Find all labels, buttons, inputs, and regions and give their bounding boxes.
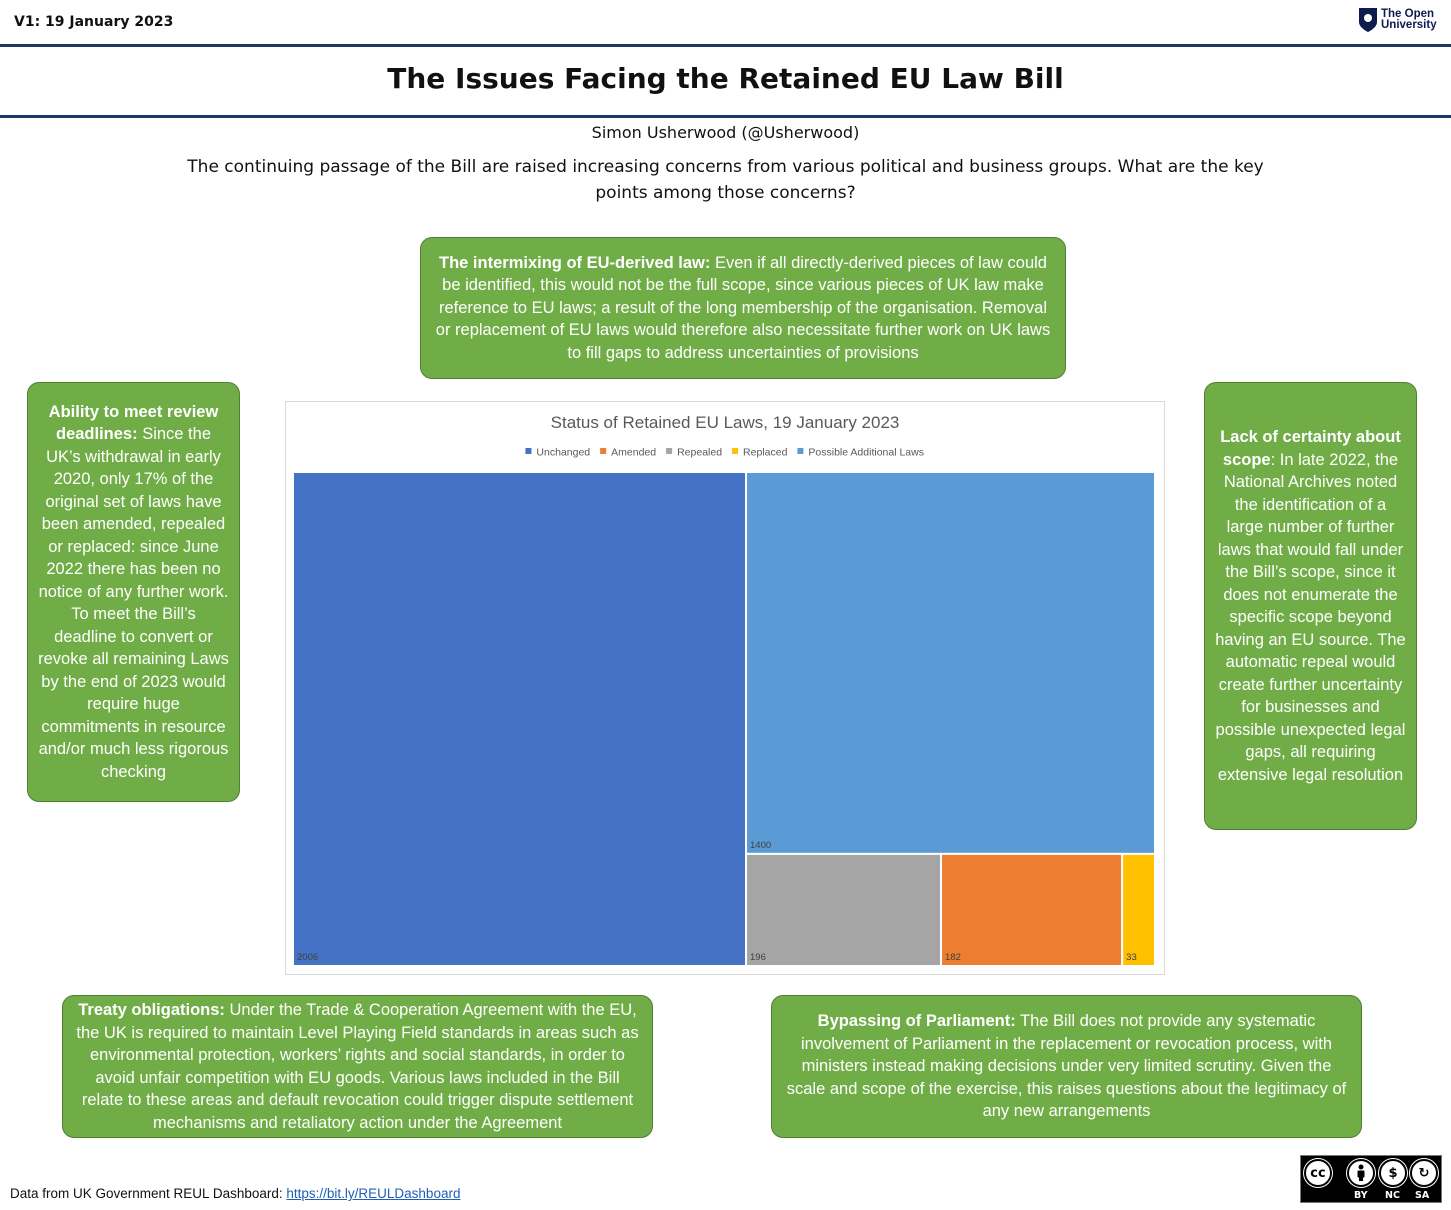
treemap-tile-4 xyxy=(745,471,1156,855)
box-treaty-body: Under the Trade & Cooperation Agreement … xyxy=(76,1001,639,1132)
sharealike-icon: ↻ xyxy=(1410,1159,1438,1187)
treemap-tile-0 xyxy=(292,471,748,967)
legend-swatch-1 xyxy=(600,448,607,454)
legend-swatch-4 xyxy=(797,448,804,454)
box-parliament-body: The Bill does not provide any systematic… xyxy=(786,1012,1347,1121)
cc-nc-label: NC xyxy=(1385,1190,1400,1201)
treemap-tile-1 xyxy=(940,852,1124,967)
box-treaty: Treaty obligations: Under the Trade & Co… xyxy=(62,995,653,1138)
box-intermixing-body: Even if all directly-derived pieces of l… xyxy=(435,253,1051,362)
legend-label-2: Repealed xyxy=(677,447,722,459)
top-rule xyxy=(0,44,1451,47)
source-link[interactable]: https://bit.ly/REULDashboard xyxy=(286,1186,461,1201)
treemap-value-4: 1400 xyxy=(750,840,771,851)
author-line: Simon Usherwood (@Usherwood) xyxy=(591,123,860,142)
source-note: Data from UK Government REUL Dashboard: … xyxy=(10,1186,460,1201)
box-scope: Lack of certainty about scope: In late 2… xyxy=(1204,382,1417,830)
box-scope-body: : In late 2022, the National Archives no… xyxy=(1215,450,1406,784)
legend-label-3: Replaced xyxy=(743,447,788,459)
treemap-value-2: 196 xyxy=(750,952,766,963)
logo-line-1: The Open xyxy=(1381,8,1435,20)
box-scope-heading: Lack of certainty about scope xyxy=(1220,428,1401,469)
box-parliament-heading: Bypassing of Parliament: xyxy=(817,1012,1016,1031)
box-deadlines: Ability to meet review deadlines: Since … xyxy=(27,382,240,802)
treemap-value-0: 2006 xyxy=(297,952,318,963)
version-label: V1: 19 January 2023 xyxy=(14,14,174,30)
person-icon xyxy=(1357,1164,1365,1181)
page-title: The Issues Facing the Retained EU Law Bi… xyxy=(387,62,1064,95)
treemap-tile-3 xyxy=(1121,852,1156,967)
title-rule xyxy=(0,115,1451,118)
box-parliament: Bypassing of Parliament: The Bill does n… xyxy=(771,995,1362,1138)
box-deadlines-heading: Ability to meet review deadlines: xyxy=(48,402,219,444)
noncommercial-icon: $ xyxy=(1379,1159,1407,1187)
source-prefix: Data from UK Government REUL Dashboard: xyxy=(10,1186,287,1201)
intro-text: The continuing passage of the Bill are r… xyxy=(187,157,1264,203)
attribution-icon xyxy=(1347,1159,1375,1187)
shield-icon xyxy=(1359,8,1377,32)
legend-swatch-3 xyxy=(732,448,739,454)
cc-license-badge: cc $ ↻ BY NC SA xyxy=(1300,1155,1442,1203)
treemap-tile-2 xyxy=(745,852,943,967)
cc-by-label: BY xyxy=(1354,1190,1368,1201)
legend-swatch-0 xyxy=(525,448,532,454)
logo-wordmark: The Open University xyxy=(1381,8,1437,31)
box-treaty-heading: Treaty obligations: xyxy=(78,1001,225,1019)
open-university-logo: The Open University xyxy=(1358,5,1444,35)
legend-label-4: Possible Additional Laws xyxy=(808,447,924,459)
cc-sa-label: SA xyxy=(1415,1190,1430,1201)
treemap-chart: Status of Retained EU Laws, 19 January 2… xyxy=(285,401,1165,975)
box-intermixing: The intermixing of EU-derived law: Even … xyxy=(420,237,1066,379)
cc-icon: cc xyxy=(1304,1159,1332,1187)
chart-title: Status of Retained EU Laws, 19 January 2… xyxy=(551,413,900,432)
box-intermixing-heading: The intermixing of EU-derived law: xyxy=(439,253,711,272)
treemap-value-1: 182 xyxy=(945,952,961,963)
treemap-svg: Status of Retained EU Laws, 19 January 2… xyxy=(292,413,1156,967)
legend-label-1: Amended xyxy=(611,447,656,459)
treemap-value-3: 33 xyxy=(1126,952,1137,963)
legend-swatch-2 xyxy=(666,448,673,454)
box-deadlines-body: Since the UK’s withdrawal in early 2020,… xyxy=(38,425,229,781)
logo-line-2: University xyxy=(1381,19,1437,31)
legend-label-0: Unchanged xyxy=(536,447,590,459)
